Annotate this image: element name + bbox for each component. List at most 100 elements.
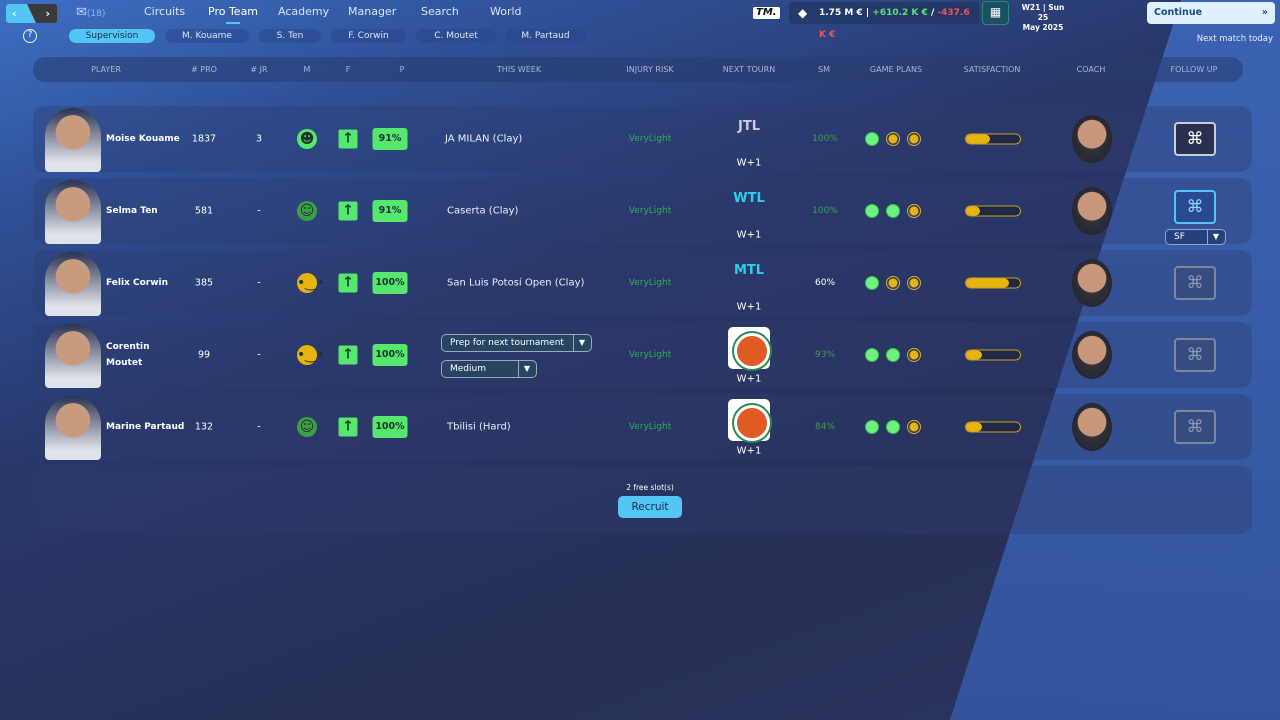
player-row[interactable]: Selma Ten 581 - ☺ ↑ 91% Caserta (Clay) V… [33,178,1252,245]
subtab-f-corwin[interactable]: F. Corwin [331,29,406,43]
game-plan-dot[interactable] [907,348,921,362]
sm-percent: 100% [812,134,838,144]
game-plan-dot[interactable] [865,204,879,218]
injury-risk: VeryLight [628,134,672,144]
player-row[interactable]: Felix Corwin 385 - •‿• ↑ 100% San Luis P… [33,250,1252,316]
tournament-logo[interactable]: WTL [733,191,765,206]
menu-world[interactable]: World [490,5,522,18]
week-activity-select[interactable]: Prep for next tournament ▼ [441,334,592,352]
game-plan-dot[interactable] [865,276,879,290]
menu-academy[interactable]: Academy [278,5,330,18]
coach-avatar[interactable] [1072,187,1112,235]
col-next-tourn[interactable]: NEXT TOURN [722,65,776,74]
menu-pro-team[interactable]: Pro Team [208,5,259,24]
follow-up-select[interactable]: SF ▼ [1165,229,1226,245]
game-plan-dot[interactable] [907,204,921,218]
tournament-badge-logo[interactable] [728,399,770,441]
menu-circuits[interactable]: Circuits [144,5,186,18]
forward-icon[interactable]: › [45,7,50,20]
nav-arrows[interactable]: ‹ › [6,4,57,23]
player-avatar[interactable] [45,180,101,244]
col-satisfaction[interactable]: SATISFACTION [963,65,1021,74]
help-icon[interactable]: ? [23,29,37,43]
game-plan-dot[interactable] [907,132,921,146]
col-pro[interactable]: # PRO [191,65,217,74]
tournament-logo[interactable]: MTL [733,263,765,278]
game-plan-dot[interactable] [865,132,879,146]
game-plan-dot[interactable] [865,348,879,362]
pro-rank: 385 [194,277,214,289]
tournament-badge-logo[interactable] [728,327,770,369]
player-name[interactable]: Felix Corwin [106,278,169,288]
player-name[interactable]: Corentin Moutet [106,342,150,368]
player-name[interactable]: Marine Partaud [106,422,185,432]
player-row[interactable]: Moise Kouame 1837 3 ☻ ↑ 91% JA MILAN (Cl… [33,106,1252,172]
intensity-select[interactable]: Medium ▼ [441,360,537,378]
subtab-m-partaud[interactable]: M. Partaud [505,29,586,43]
balance: 1.75 M € [819,8,863,18]
injury-risk: VeryLight [628,206,672,216]
player-row[interactable]: Corentin Moutet 99 - •‿• ↑ 100% Prep for… [33,322,1252,388]
coach-avatar[interactable] [1072,259,1112,307]
subtab-supervision[interactable]: Supervision [69,29,155,43]
player-avatar[interactable] [45,108,101,172]
satisfaction-fill [966,206,980,216]
col-p[interactable]: P [399,65,405,74]
binoculars-follow-up-button[interactable]: ⌘ [1174,122,1216,156]
player-avatar[interactable] [45,324,101,388]
col-this-week[interactable]: THIS WEEK [496,65,542,74]
col-f[interactable]: F [345,65,351,74]
game-plan-dot[interactable] [907,276,921,290]
col-game-plans[interactable]: GAME PLANS [869,65,923,74]
mood-neutral-icon: •‿• [297,345,325,365]
col-player[interactable]: PLAYER [91,65,121,74]
binoculars-follow-up-button[interactable]: ⌘ [1174,410,1216,444]
game-plan-dot[interactable] [886,204,900,218]
player-row[interactable]: Marine Partaud 132 - ☺ ↑ 100% Tbilisi (H… [33,394,1252,460]
recruit-button[interactable]: Recruit [618,496,682,518]
menu-manager[interactable]: Manager [348,5,397,18]
mail-button[interactable]: ✉(18) [76,5,105,20]
separator: | [865,8,870,18]
satisfaction-bar [965,277,1021,289]
continue-button[interactable]: Continue » [1147,2,1275,24]
subtab-s-ten[interactable]: S. Ten [259,29,321,43]
satisfaction-bar [965,133,1021,145]
this-week-tournament[interactable]: Tbilisi (Hard) [447,421,511,433]
back-icon[interactable]: ‹ [6,4,36,23]
tournament-logo[interactable]: JTL [738,119,760,134]
subtab-c-moutet[interactable]: C. Moutet [416,29,496,43]
game-plan-dot[interactable] [886,132,900,146]
col-m[interactable]: M [303,65,311,74]
game-plan-dot[interactable] [865,420,879,434]
player-avatar[interactable] [45,396,101,460]
physical-percent: 91% [372,200,408,222]
game-plan-dot[interactable] [907,420,921,434]
chevron-down-icon: ▼ [1206,230,1219,244]
col-follow-up[interactable]: FOLLOW UP [1170,65,1218,74]
subtab-m-kouame[interactable]: M. Kouame [165,29,249,43]
binoculars-follow-up-button[interactable]: ⌘ [1174,338,1216,372]
this-week-tournament[interactable]: San Luis Potosí Open (Clay) [447,277,585,289]
satisfaction-bar [965,421,1021,433]
binoculars-follow-up-button[interactable]: ⌘ [1174,190,1216,224]
finance-summary[interactable]: ◆ 1.75 M € | +610.2 K € / -437.6 K € [789,2,979,40]
this-week-tournament[interactable]: JA MILAN (Clay) [445,133,523,145]
this-week-tournament[interactable]: Caserta (Clay) [447,205,519,217]
binoculars-follow-up-button[interactable]: ⌘ [1174,266,1216,300]
player-avatar[interactable] [45,252,101,316]
coach-avatar[interactable] [1072,331,1112,379]
game-plan-dot[interactable] [886,276,900,290]
col-injury-risk[interactable]: INJURY RISK [626,65,674,74]
coach-avatar[interactable] [1072,115,1112,163]
player-name[interactable]: Moise Kouame [106,134,180,144]
menu-search[interactable]: Search [421,5,459,18]
col-coach[interactable]: COACH [1076,65,1106,74]
game-plan-dot[interactable] [886,420,900,434]
calendar-icon[interactable]: ▦ [982,1,1009,25]
player-name[interactable]: Selma Ten [106,206,158,216]
game-plan-dot[interactable] [886,348,900,362]
col-jr[interactable]: # JR [250,65,268,74]
coach-avatar[interactable] [1072,403,1112,451]
col-sm[interactable]: SM [818,65,830,74]
